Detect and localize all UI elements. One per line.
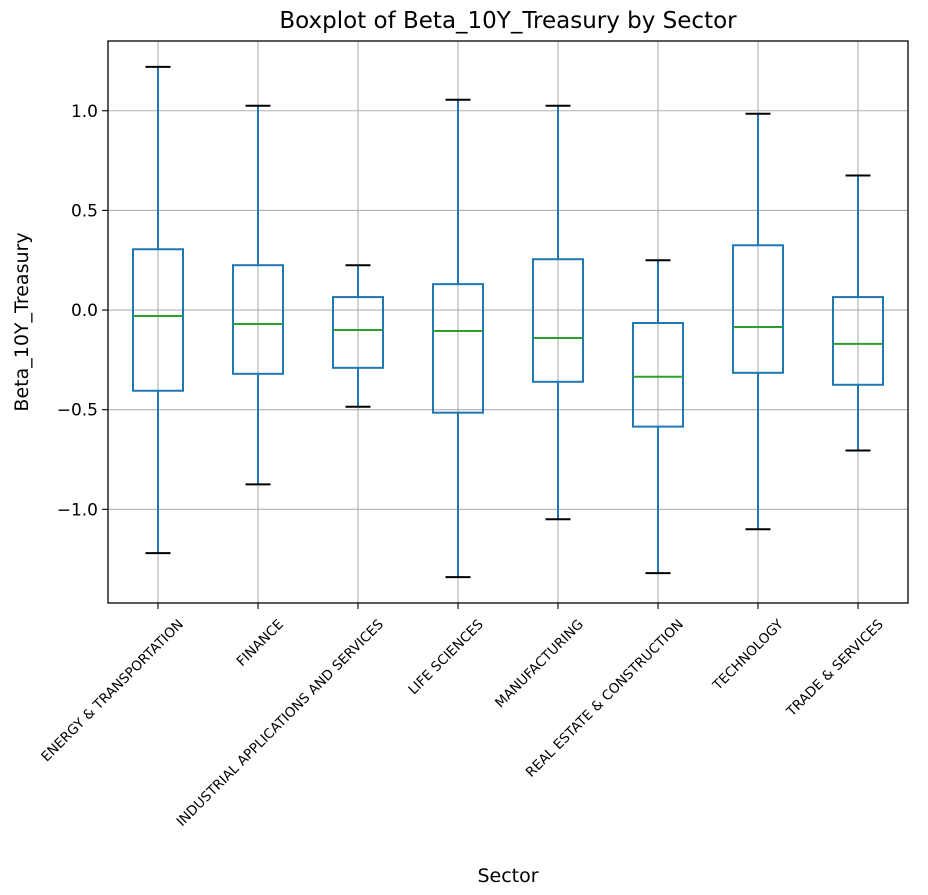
iqr-box <box>632 321 684 428</box>
iqr-box <box>232 264 284 375</box>
x-tick-label: LIFE SCIENCES <box>405 617 486 698</box>
box-group <box>732 112 784 531</box>
y-tick-label: 0.5 <box>71 201 98 221</box>
grid-layer <box>108 41 908 603</box>
iqr-box <box>332 296 384 369</box>
x-tick-label: TRADE & SERVICES <box>783 617 887 721</box>
x-tick-label: INDUSTRIAL APPLICATIONS AND SERVICES <box>174 617 387 830</box>
x-tick-label: REAL ESTATE & CONSTRUCTION <box>523 617 687 781</box>
box-group <box>432 98 484 579</box>
box-group <box>832 174 884 452</box>
iqr-box <box>732 244 784 374</box>
box-group <box>332 264 384 408</box>
plot-frame <box>107 40 909 604</box>
box-group <box>532 104 584 521</box>
tick-layer: −1.0 −0.5 0.0 0.5 1.0 ENERGY & TRANSPORTATION… <box>38 102 887 830</box>
iqr-box <box>132 248 184 392</box>
x-tick-label: FINANCE <box>234 617 287 670</box>
y-tick-label: 1.0 <box>71 102 98 122</box>
box-layer <box>132 65 884 579</box>
x-tick-label: ENERGY & TRANSPORTATION <box>38 617 187 766</box>
x-axis-label: Sector <box>477 865 538 887</box>
x-tick-label: TECHNOLOGY <box>709 616 787 694</box>
y-tick-label: −0.5 <box>57 401 98 421</box>
iqr-box <box>532 258 584 383</box>
iqr-box <box>832 296 884 386</box>
box-group <box>632 259 684 575</box>
box-group <box>132 65 184 555</box>
y-axis-label: Beta_10Y_Treasury <box>11 232 33 411</box>
box-group <box>232 104 284 486</box>
x-tick-label: MANUFACTURING <box>492 617 587 712</box>
chart-title: Boxplot of Beta_10Y_Treasury by Sector <box>279 8 737 34</box>
y-tick-label: −1.0 <box>57 500 98 520</box>
iqr-box <box>432 283 484 414</box>
y-tick-label: 0.0 <box>71 301 98 321</box>
